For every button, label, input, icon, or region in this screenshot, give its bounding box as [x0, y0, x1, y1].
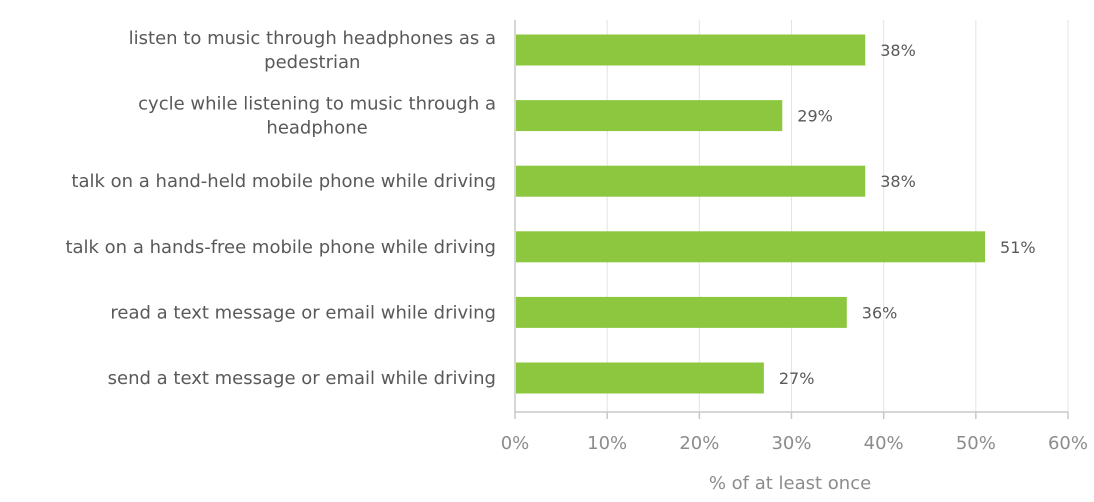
data-label: 38% [880, 41, 916, 60]
x-tick-label: 10% [587, 433, 627, 454]
bar [516, 166, 865, 197]
data-label: 27% [779, 369, 815, 388]
category-label-line: talk on a hand-held mobile phone while d… [71, 171, 496, 192]
category-label: talk on a hand-held mobile phone while d… [71, 171, 496, 192]
category-label-line: send a text message or email while drivi… [108, 368, 496, 389]
x-tick-label: 50% [956, 433, 996, 454]
category-label-line: headphone [266, 118, 367, 139]
data-label: 29% [797, 107, 833, 126]
category-label-line: talk on a hands-free mobile phone while … [65, 237, 496, 258]
bar [516, 231, 985, 262]
x-tick-labels: 0% 10% 20% 30% 40% 50% 60% [501, 433, 1088, 454]
x-tick-label: 20% [679, 433, 719, 454]
bar [516, 363, 764, 394]
category-label: listen to music through headphones as a p… [129, 28, 496, 73]
x-tick-label: 40% [864, 433, 904, 454]
x-tick-label: 60% [1048, 433, 1088, 454]
bars [516, 35, 985, 394]
category-label-line: listen to music through headphones as a [129, 28, 496, 49]
value-labels: 38% 29% 38% 51% 36% 27% [779, 41, 1036, 388]
bar [516, 35, 865, 66]
category-labels: listen to music through headphones as a p… [65, 28, 496, 389]
x-tick-label: 0% [501, 433, 530, 454]
category-label-line: cycle while listening to music through a [138, 94, 496, 115]
bar [516, 297, 847, 328]
category-label: talk on a hands-free mobile phone while … [65, 237, 496, 258]
category-label: send a text message or email while drivi… [108, 368, 496, 389]
data-label: 36% [862, 303, 898, 322]
category-label: cycle while listening to music through a… [138, 94, 496, 139]
x-tick-label: 30% [771, 433, 811, 454]
category-label-line: read a text message or email while drivi… [110, 302, 496, 323]
x-axis-title: % of at least once [709, 473, 871, 494]
data-label: 38% [880, 172, 916, 191]
category-label: read a text message or email while drivi… [110, 302, 496, 323]
bar [516, 100, 782, 131]
grid-lines [515, 20, 1068, 419]
category-label-line: pedestrian [264, 52, 360, 73]
data-label: 51% [1000, 238, 1036, 257]
